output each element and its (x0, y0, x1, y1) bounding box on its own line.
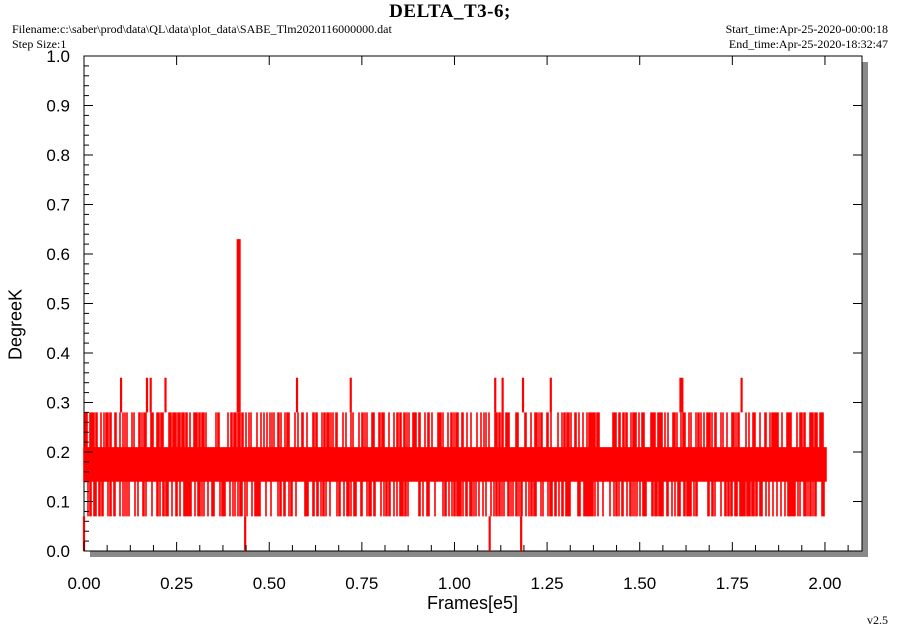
tick-label-group: 0.0 0.1 0.2 0.3 0.4 0.5 0.6 0.7 0.8 0.9 1.0 0.00 0.2… (46, 47, 841, 593)
x-tick-label: 0.50 (253, 574, 286, 593)
x-tick-label: 1.50 (623, 574, 656, 593)
x-tick-label: 2.00 (808, 574, 841, 593)
end-time-label: End_time:Apr-25-2020-18:32:47 (728, 37, 888, 51)
y-tick-label: 0.5 (46, 295, 70, 314)
y-tick-label: 0.6 (46, 245, 70, 264)
x-tick-label: 1.75 (716, 574, 749, 593)
y-tick-label: 0.9 (46, 97, 70, 116)
series-group (82, 239, 827, 551)
x-tick-label: 0.00 (67, 574, 100, 593)
y-tick-label: 0.4 (46, 344, 70, 363)
tick-group (83, 55, 862, 552)
y-tick-label: 0.1 (46, 493, 70, 512)
filename-label: Filename:c:\saber\prod\data\QL\data\plot… (12, 22, 392, 36)
x-tick-label: 0.25 (160, 574, 193, 593)
y-tick-label: 0.0 (46, 542, 70, 561)
x-tick-label: 1.25 (531, 574, 564, 593)
x-axis-label: Frames[e5] (426, 593, 519, 613)
y-tick-label: 0.8 (46, 146, 70, 165)
y-tick-label: 0.2 (46, 443, 70, 462)
x-tick-label: 1.00 (438, 574, 471, 593)
y-tick-label: 0.3 (46, 394, 70, 413)
series-band (83, 412, 827, 517)
version-label: v2.5 (867, 613, 888, 627)
chart-title: DELTA_T3-6; (389, 1, 511, 22)
y-tick-label: 0.7 (46, 196, 70, 215)
x-tick-label: 0.75 (345, 574, 378, 593)
y-tick-label: 1.0 (46, 47, 70, 66)
start-time-label: Start_time:Apr-25-2020-00:00:18 (725, 22, 888, 36)
step-size-label: Step Size:1 (12, 37, 67, 51)
y-axis-label: DegreeK (5, 288, 26, 361)
